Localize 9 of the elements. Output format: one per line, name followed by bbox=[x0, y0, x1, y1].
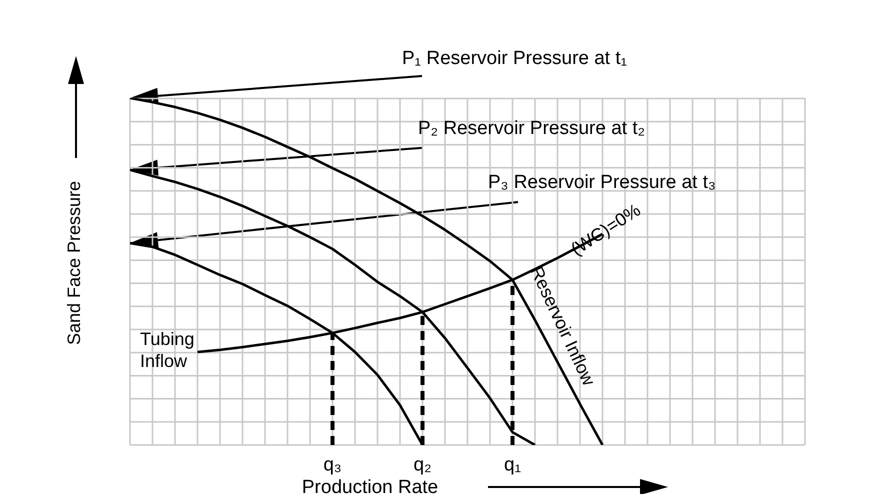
x-tick-label: q₁ bbox=[504, 454, 521, 476]
text: P₁ Reservoir Pressure at t₁ bbox=[402, 48, 628, 69]
annotation: P₃ Reservoir Pressure at t₃ bbox=[488, 172, 716, 194]
y-axis-title: Sand Face Pressure bbox=[64, 180, 84, 346]
x-axis-title: Production Rate bbox=[302, 477, 438, 498]
x-tick-label: q₂ bbox=[414, 454, 432, 476]
annotation: P₂ Reservoir Pressure at t₂ bbox=[418, 118, 645, 139]
series-label: Tubing Inflow bbox=[140, 329, 194, 371]
x-tick-label: q₃ bbox=[323, 454, 342, 476]
